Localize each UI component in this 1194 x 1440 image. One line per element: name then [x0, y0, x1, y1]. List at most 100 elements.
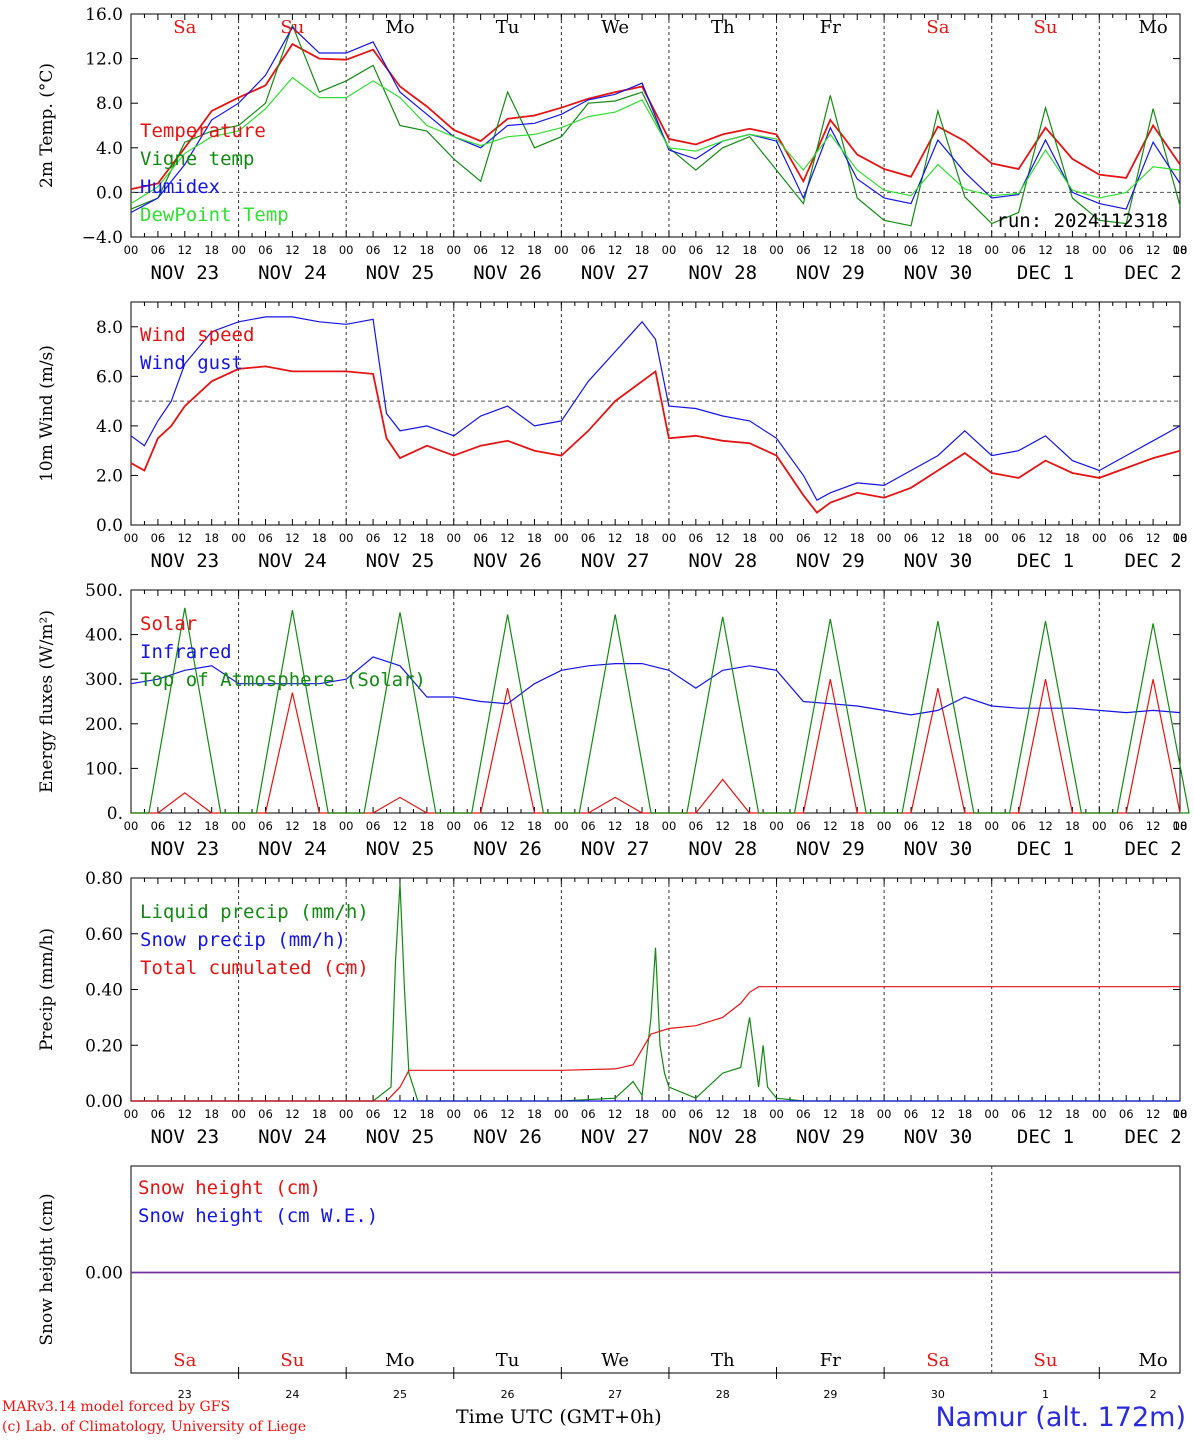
date-label: NOV 23	[150, 1126, 219, 1148]
hour-label: 18	[958, 1107, 973, 1121]
hour-label: 12	[500, 531, 515, 545]
y-tick-label: 0.00	[85, 1264, 123, 1284]
hour-label: 12	[393, 243, 408, 257]
legend-entry: Snow height (cm)	[138, 1177, 321, 1199]
hour-label: 06	[904, 1107, 919, 1121]
hour-label: 18	[958, 531, 973, 545]
day-of-week-label: Sa	[173, 1350, 196, 1371]
hour-label: 06	[581, 243, 596, 257]
hour-label: 06	[904, 531, 919, 545]
date-label: NOV 30	[904, 838, 973, 860]
y-tick-label: 0.60	[85, 925, 123, 945]
hour-label: 00	[446, 531, 461, 545]
date-label: NOV 30	[904, 262, 973, 284]
hour-label: 00	[554, 819, 569, 833]
series-line	[130, 316, 1181, 502]
date-label: DEC 1	[1017, 838, 1074, 860]
hour-label: 06	[581, 819, 596, 833]
hour-label: 00	[339, 819, 354, 833]
hour-label: 00	[984, 243, 999, 257]
day-of-week-label: Tu	[496, 17, 520, 38]
hour-label: 12	[1038, 1107, 1053, 1121]
day-number-label: 26	[501, 1388, 515, 1401]
y-tick-label: 4.0	[96, 417, 123, 437]
date-label: NOV 23	[150, 550, 219, 572]
day-number-label: 30	[931, 1388, 945, 1401]
hour-label: 00	[769, 243, 784, 257]
hour-label: 06	[1119, 1107, 1134, 1121]
day-of-week-label: We	[601, 1350, 629, 1371]
hour-label: 12	[608, 243, 623, 257]
hour-label: 18	[850, 819, 865, 833]
hour-label: 06	[1011, 1107, 1026, 1121]
hour-label: 18	[312, 243, 327, 257]
hour-label: 12	[931, 819, 946, 833]
day-number-label: 24	[285, 1388, 299, 1401]
hour-label: 06	[581, 531, 596, 545]
hour-label: 00	[877, 819, 892, 833]
hour-label: 12	[1038, 243, 1053, 257]
hour-label: 12	[285, 531, 300, 545]
y-axis-label: 10m Wind (m/s)	[37, 345, 57, 482]
hour-label: 00	[769, 819, 784, 833]
hour-label: 12	[715, 531, 730, 545]
hour-label: 06	[151, 531, 166, 545]
hour-label: 06	[796, 531, 811, 545]
hour-label: 00	[124, 1107, 139, 1121]
date-label: DEC 2	[1125, 1126, 1182, 1148]
date-label: NOV 27	[581, 262, 650, 284]
hour-label: 18	[1173, 819, 1188, 833]
day-number-label: 28	[716, 1388, 730, 1401]
y-tick-label: 0.	[107, 804, 123, 824]
y-axis-label: 2m Temp. (°C)	[37, 63, 57, 188]
hour-label: 06	[796, 819, 811, 833]
hour-label: 00	[984, 819, 999, 833]
y-tick-label: 0.20	[85, 1036, 123, 1056]
hour-label: 12	[393, 531, 408, 545]
hour-label: 00	[984, 1107, 999, 1121]
y-tick-label: 100.	[85, 759, 123, 779]
day-number-label: 29	[823, 1388, 837, 1401]
day-of-week-label: Mo	[1138, 1350, 1167, 1371]
date-label: NOV 26	[473, 838, 542, 860]
hour-label: 12	[285, 819, 300, 833]
date-label: DEC 1	[1017, 1126, 1074, 1148]
day-of-week-label: Su	[1034, 17, 1058, 38]
date-label: NOV 29	[796, 262, 865, 284]
date-label: NOV 24	[258, 1126, 327, 1148]
hour-label: 00	[877, 531, 892, 545]
date-label: NOV 27	[581, 838, 650, 860]
day-of-week-label: Mo	[385, 17, 414, 38]
hour-label: 00	[339, 1107, 354, 1121]
hour-label: 12	[608, 819, 623, 833]
day-of-week-label: Th	[711, 17, 735, 38]
hour-label: 18	[312, 1107, 327, 1121]
y-tick-label: 400.	[85, 626, 123, 646]
date-label: NOV 25	[366, 1126, 435, 1148]
hour-label: 18	[958, 243, 973, 257]
hour-label: 18	[527, 819, 542, 833]
time-axis-label: Time UTC (GMT+0h)	[456, 1406, 662, 1428]
hour-label: 18	[420, 531, 435, 545]
hour-label: 18	[312, 531, 327, 545]
hour-label: 18	[635, 531, 650, 545]
day-of-week-label: Su	[1034, 1350, 1058, 1371]
hour-label: 06	[689, 819, 704, 833]
hour-label: 06	[1119, 819, 1134, 833]
panel-1: 16.0 12.0 8.0 4.0 0.0 −4.0 2m Temp. (°C) Temper…	[37, 5, 1187, 284]
y-axis-label: Precip (mm/h)	[37, 928, 57, 1051]
hour-label: 06	[366, 819, 381, 833]
hour-label: 00	[446, 243, 461, 257]
date-label: NOV 26	[473, 550, 542, 572]
hour-label: 00	[1092, 243, 1107, 257]
plot-frame	[130, 301, 1181, 526]
hour-label: 06	[1011, 243, 1026, 257]
day-of-week-label: Mo	[385, 1350, 414, 1371]
hour-label: 12	[1038, 819, 1053, 833]
day-number-label: 2	[1150, 1388, 1157, 1401]
hour-label: 00	[124, 819, 139, 833]
hour-label: 00	[339, 531, 354, 545]
legend-entry: Wind gust	[140, 352, 243, 374]
y-tick-label: 8.0	[96, 318, 123, 338]
